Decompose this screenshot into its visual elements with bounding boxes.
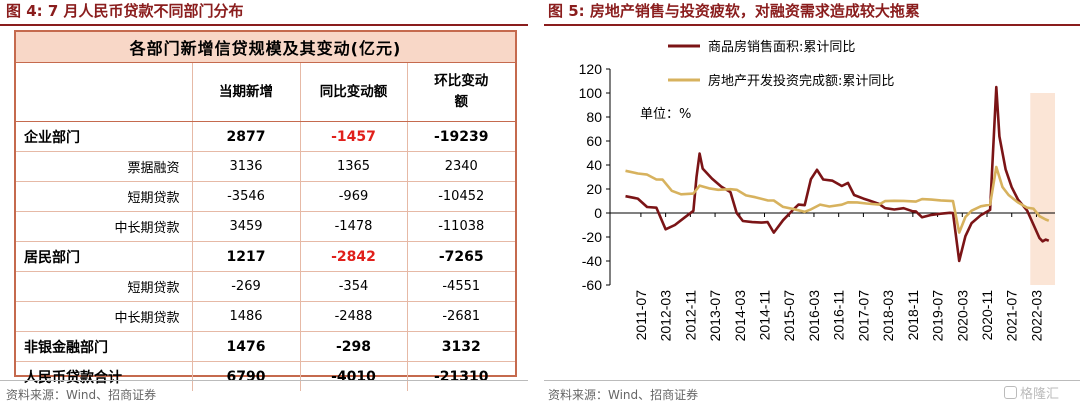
y-tick-label: 0 — [594, 205, 602, 221]
cell-value: 2877 — [191, 121, 300, 152]
x-tick-label: 2018-03 — [880, 290, 896, 342]
series-line-2 — [625, 165, 1050, 234]
row-label: 中长期贷款 — [16, 301, 192, 332]
cell-value: 6790 — [191, 361, 300, 391]
cell-value: -11038 — [406, 211, 515, 242]
cell-value: 1217 — [191, 241, 300, 272]
cell-value: 1476 — [191, 331, 300, 362]
y-tick-label: 20 — [586, 181, 602, 197]
table-row: 中长期贷款 1486 -2488 -2681 — [16, 301, 515, 332]
table-title: 各部门新增信贷规模及其变动(亿元) — [16, 32, 515, 63]
cell-value: 3132 — [406, 331, 515, 362]
cell-value: -969 — [299, 181, 407, 212]
x-tick-label: 2017-07 — [855, 290, 871, 342]
y-tick-label: 80 — [586, 109, 602, 125]
property-chart: -60 -40 -20 0 20 40 60 80 100 120 2011-07 2012-03 20… — [579, 39, 1055, 342]
row-label: 票据融资 — [16, 151, 192, 182]
x-tick-label: 2020-03 — [954, 290, 970, 342]
row-label: 企业部门 — [16, 121, 192, 152]
credit-data-table: 当期新增 同比变动额 环比变动额 企业部门 2877 -1457 -19239 票据融资… — [16, 63, 515, 391]
x-tick-label: 2015-07 — [781, 290, 797, 342]
series-line-1 — [625, 85, 1050, 263]
y-tick-label: 120 — [579, 61, 603, 77]
figure-5-title-rule — [544, 24, 1080, 26]
cell-value: 1365 — [299, 151, 407, 182]
cell-value: 3136 — [191, 151, 300, 182]
legend-label-2: 房地产开发投资完成额:累计同比 — [708, 73, 894, 89]
table-row: 非银金融部门 1476 -298 3132 — [16, 331, 515, 362]
cell-value: -19239 — [406, 121, 515, 152]
figure-4-title: 图 4: 7 月人民币贷款不同部门分布 — [6, 2, 244, 20]
x-tick-label: 2021-07 — [1004, 290, 1020, 342]
cell-value: -2842 — [299, 241, 407, 272]
cell-value: -1478 — [299, 211, 407, 242]
cell-value: -298 — [299, 331, 407, 362]
table-row: 中长期贷款 3459 -1478 -11038 — [16, 211, 515, 242]
cell-value: 3459 — [191, 211, 300, 242]
watermark-logo: 格隆汇 — [1004, 383, 1059, 402]
figure-4-source: 资料来源：Wind、招商证券 — [6, 388, 157, 402]
x-tick-label: 2019-07 — [930, 290, 946, 342]
header-mom-text: 环比变动额 — [434, 73, 489, 110]
figure-5-source: 资料来源：Wind、招商证券 — [548, 388, 699, 402]
credit-table: 各部门新增信贷规模及其变动(亿元) 当期新增 同比变动额 环比变动额 企业部门 2… — [14, 30, 517, 391]
x-tick-label: 2011-07 — [633, 290, 649, 341]
x-tick-label: 2020-11 — [979, 290, 995, 341]
cell-value: -21310 — [406, 361, 515, 391]
row-label: 短期贷款 — [16, 271, 192, 302]
cell-value: -2488 — [299, 301, 407, 332]
cell-value: -10452 — [406, 181, 515, 212]
figure-5-bottom-rule — [544, 380, 1080, 381]
cell-value: -7265 — [406, 241, 515, 272]
figure-4-bottom-rule — [0, 380, 528, 381]
watermark-text: 格隆汇 — [1020, 387, 1060, 402]
legend-label-1: 商品房销售面积:累计同比 — [708, 39, 855, 55]
row-label: 中长期贷款 — [16, 211, 192, 242]
x-tick-label: 2014-03 — [732, 290, 748, 342]
figure-4-title-rule — [0, 24, 528, 26]
table-body: 企业部门 2877 -1457 -19239 票据融资 3136 1365 2340 短期贷款 -… — [16, 121, 515, 391]
x-tick-label: 2014-11 — [757, 290, 773, 341]
row-label: 非银金融部门 — [16, 331, 192, 362]
row-label: 短期贷款 — [16, 181, 192, 212]
figure-5-title: 图 5: 房地产销售与投资疲软，对融资需求造成较大拖累 — [548, 2, 920, 20]
header-cell-mom-change: 环比变动额 — [406, 63, 515, 122]
x-tick-label: 2018-11 — [905, 290, 921, 341]
cell-value: -3546 — [191, 181, 300, 212]
table-row: 短期贷款 -269 -354 -4551 — [16, 271, 515, 302]
cell-value: -2681 — [406, 301, 515, 332]
cell-value: -269 — [191, 271, 300, 302]
row-label: 居民部门 — [16, 241, 192, 272]
x-tick-label: 2012-03 — [658, 290, 674, 342]
y-tick-label: 100 — [579, 85, 603, 101]
table-header-row: 当期新增 同比变动额 环比变动额 — [16, 63, 515, 122]
watermark-logo-icon — [1004, 386, 1017, 399]
cell-value: -4010 — [299, 361, 407, 391]
header-cell-yoy-change: 同比变动额 — [299, 63, 407, 122]
x-tick-label: 2022-03 — [1028, 290, 1044, 342]
cell-value: -354 — [299, 271, 407, 302]
cell-value: -4551 — [406, 271, 515, 302]
x-tick-label: 2013-07 — [707, 290, 723, 342]
header-cell-current: 当期新增 — [191, 63, 300, 122]
cell-value: 1486 — [191, 301, 300, 332]
cell-value: -1457 — [299, 121, 407, 152]
header-cell-label — [16, 63, 192, 122]
table-row: 企业部门 2877 -1457 -19239 — [16, 121, 515, 152]
x-tick-label: 2016-03 — [806, 290, 822, 342]
y-tick-label: 40 — [586, 157, 602, 173]
row-label: 人民币贷款合计 — [24, 369, 122, 386]
y-tick-label: -20 — [582, 229, 602, 245]
table-row: 居民部门 1217 -2842 -7265 — [16, 241, 515, 272]
cell-value: 2340 — [406, 151, 515, 182]
table-row: 短期贷款 -3546 -969 -10452 — [16, 181, 515, 212]
y-tick-label: 60 — [586, 133, 602, 149]
table-row: 票据融资 3136 1365 2340 — [16, 151, 515, 182]
x-tick-label: 2012-11 — [682, 290, 698, 341]
highlight-band — [1030, 93, 1055, 285]
y-tick-label: -40 — [582, 253, 602, 269]
y-tick-label: -60 — [582, 277, 602, 293]
x-tick-label: 2016-11 — [831, 290, 847, 341]
unit-label: 单位：% — [640, 107, 691, 122]
